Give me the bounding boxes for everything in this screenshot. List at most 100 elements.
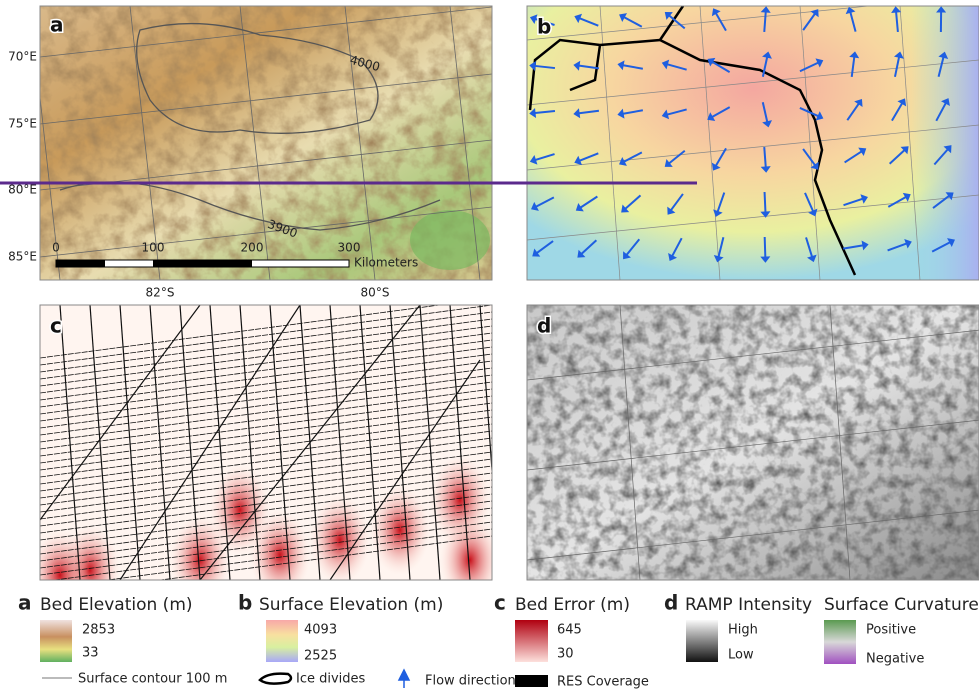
flow-arrow-head [808,208,818,217]
scale-tick: 300 [338,241,361,255]
flow-arrow-head [575,202,584,212]
scale-unit: Kilometers [354,256,418,270]
flow-icon [397,668,411,688]
flow-arrow-head [760,256,771,263]
legend-value: 4093 [304,623,337,638]
track [40,479,492,541]
graticule [40,6,492,58]
track [40,430,492,492]
track [40,402,492,464]
graticule [239,6,271,280]
panel-letter: c [50,314,62,338]
flow-arrow-head [762,120,773,128]
track [104,528,492,580]
flow-arrow-head [860,194,868,204]
track [40,388,492,450]
flow-arrow-head [947,238,955,248]
flow-arrow-head [943,145,952,154]
panel-letter: b [537,15,551,39]
flow-arrow-head [529,155,538,165]
flow-arrow-head [577,249,586,258]
graticule [527,194,979,241]
flow-arrow-head [810,9,819,18]
flow-arrow [667,63,687,71]
flow-arrow-head [529,107,537,118]
flow-arrow [668,149,686,165]
legend-value: 645 [557,623,582,638]
flow-arrow [842,244,864,250]
flow-arrow [804,192,814,212]
flow-arrow-head [707,112,716,122]
graticule [40,73,492,125]
graticule [40,93,61,280]
flow-arrow [579,17,599,27]
legend-title: Surface Elevation (m) [259,595,443,615]
flow-arrow-head [893,51,904,59]
flow-arrow-head [760,166,771,173]
flow-arrow-head [845,6,856,15]
track [329,359,481,580]
track [40,360,492,422]
graticule [40,206,492,258]
legend-letter: d [664,591,678,615]
legend-value: Low [728,648,754,663]
flow-arrow [711,106,731,118]
divide-icon [258,672,293,685]
flow-arrow [895,11,899,33]
flow-arrow-head [661,109,670,120]
flow-arrow [715,147,727,167]
track [40,444,492,506]
legend-title: Bed Error (m) [515,595,630,615]
track [119,305,301,580]
track [40,507,492,569]
flow-arrow [580,239,598,255]
flow-arrow [536,240,554,254]
flow-arrow-head [664,11,673,20]
track [40,305,443,359]
flow-arrow [624,194,642,210]
lon-label: 80°E [8,183,37,197]
track [329,305,351,580]
panel-letter: d [537,314,551,338]
flow-arrow [623,151,643,163]
legend-value: Positive [866,623,916,638]
flow-arrow-head [810,161,819,170]
flow-arrow-head [807,254,817,263]
flow-arrow-head [668,253,678,261]
flow-arrow-head [760,6,771,13]
track [40,332,492,394]
track [40,409,492,471]
flow-arrow [893,57,901,77]
flow-arrow-head [713,209,723,217]
flow-arrow-head [760,211,771,218]
graticule [129,6,161,280]
track [40,423,492,485]
flow-arrow-head [938,51,949,60]
track [359,305,381,580]
track [40,305,492,366]
flow-arrow-head [854,98,863,108]
track [40,465,492,527]
flow-arrow-head [574,155,582,166]
flow-arrow-head [667,206,676,215]
track [40,339,492,401]
flow-arrow-head [897,98,907,107]
track [40,493,492,555]
flow-arrow-head [891,6,902,13]
legend-item: Surface contour 100 m [78,672,227,687]
flow-arrow-head [621,204,630,213]
track [199,305,421,580]
flow-arrow-head [573,108,581,119]
legend-letter: c [494,591,506,615]
flow-arrow-head [574,13,583,24]
graticule [527,124,979,171]
flow-arrow-head [617,108,625,119]
flow-arrow-head [532,248,541,257]
graticule [899,6,921,280]
flow-arrow [891,102,903,122]
flow-arrow [763,11,767,33]
flow-arrow [763,146,767,168]
panel-d [527,305,979,580]
flow-arrow [535,153,555,161]
track [40,395,492,457]
